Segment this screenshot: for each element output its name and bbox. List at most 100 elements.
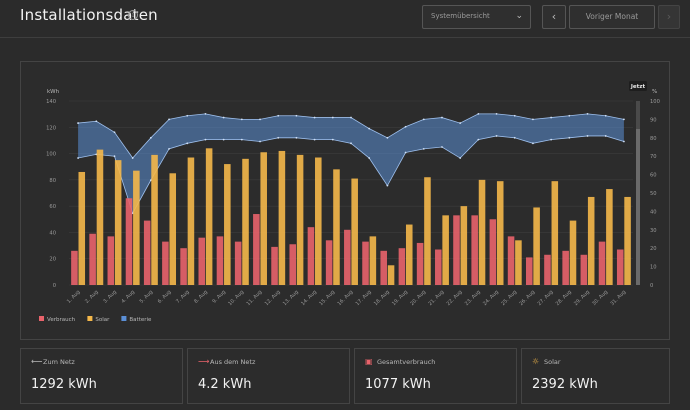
x-tick-label: 7. Aug: [175, 289, 191, 305]
battery-upper-point: [186, 114, 189, 117]
bar-verbrauch: [289, 244, 297, 285]
battery-upper-point: [113, 131, 116, 134]
battery-range-area: [78, 113, 624, 214]
card-value: 4.2 kWh: [198, 377, 252, 392]
x-tick-label: 21. Aug: [427, 289, 445, 307]
battery-lower-point: [313, 138, 316, 141]
battery-lower-point: [113, 155, 116, 158]
battery-upper-point: [623, 118, 625, 121]
bar-solar: [551, 181, 559, 285]
bar-verbrauch: [216, 236, 224, 285]
page-title: Installationsdaten: [20, 6, 158, 24]
x-tick-label: 28. Aug: [555, 289, 573, 307]
y-tick-label-left: 60: [49, 204, 56, 210]
battery-upper-point: [131, 157, 134, 159]
legend-swatch: [39, 316, 44, 321]
view-select[interactable]: Systemübersicht ⌄: [422, 5, 531, 29]
bar-verbrauch: [380, 250, 387, 285]
battery-lower-point: [422, 147, 425, 150]
card-value: 2392 kWh: [532, 377, 598, 392]
battery-lower-point: [77, 157, 79, 159]
battery-lower-point: [368, 157, 371, 159]
bar-verbrauch: [344, 229, 351, 285]
bar-verbrauch: [234, 241, 242, 285]
battery-lower-point: [204, 138, 207, 141]
battery-lower-point: [277, 136, 280, 139]
battery-lower-point: [386, 184, 389, 187]
bar-verbrauch: [89, 233, 96, 285]
x-tick-label: 18. Aug: [373, 289, 391, 307]
chevron-left-icon: ‹: [551, 10, 557, 23]
bar-verbrauch: [544, 254, 551, 285]
info-icon[interactable]: i: [128, 10, 138, 20]
bar-solar: [114, 160, 122, 285]
battery-upper-point: [586, 112, 589, 115]
battery-upper-point: [568, 114, 571, 117]
bar-solar: [387, 265, 395, 285]
card-label: Solar: [544, 358, 561, 366]
bar-verbrauch: [198, 237, 206, 285]
x-tick-label: 3. Aug: [102, 289, 118, 305]
bar-solar: [369, 236, 377, 285]
x-tick-label: 8. Aug: [193, 289, 209, 305]
y-tick-label-left: 20: [49, 257, 56, 263]
battery-upper-point: [350, 116, 352, 119]
y-tick-label-left: 40: [49, 230, 56, 236]
bar-verbrauch: [507, 236, 515, 285]
battery-upper-point: [422, 118, 425, 121]
bar-solar: [296, 154, 304, 285]
battery-upper-point: [477, 112, 480, 115]
battery-lower-point: [222, 138, 225, 141]
y-axis-label-left: kWh: [47, 89, 60, 95]
bar-solar: [260, 152, 267, 285]
legend-swatch: [121, 316, 127, 321]
battery-lower-point: [459, 157, 462, 159]
card-solar: ☼ Solar 2392 kWh: [521, 348, 670, 404]
bar-solar: [169, 173, 177, 285]
bar-verbrauch: [325, 240, 333, 285]
now-badge: [629, 81, 647, 91]
arrow-right-icon: ⟶: [198, 357, 210, 366]
battery-upper-point: [404, 125, 407, 128]
card-zum-netz: ⟵ Zum Netz 1292 kWh: [20, 348, 183, 404]
bar-verbrauch: [71, 250, 78, 285]
bar-solar: [442, 215, 449, 285]
x-tick-label: 17. Aug: [355, 289, 373, 307]
battery-upper-point: [222, 116, 225, 119]
bar-solar: [478, 179, 486, 285]
battery-lower-point: [568, 136, 571, 139]
bar-solar: [569, 220, 577, 285]
battery-upper-point: [513, 114, 516, 117]
bar-solar: [78, 171, 86, 285]
battery-upper-point: [532, 118, 534, 121]
battery-lower-point: [513, 136, 516, 139]
period-label-button[interactable]: Voriger Monat: [569, 5, 655, 29]
bar-solar: [133, 170, 140, 285]
battery-upper-point: [550, 116, 553, 119]
x-tick-label: 10. Aug: [227, 289, 245, 307]
y-tick-label-left: 100: [46, 152, 56, 158]
battery-upper-point: [331, 116, 334, 119]
x-tick-label: 16. Aug: [337, 289, 355, 307]
bar-verbrauch: [471, 215, 478, 285]
y-tick-label-right: 0: [650, 283, 653, 289]
next-period-button[interactable]: ›: [658, 5, 680, 29]
y-tick-label-left: 0: [53, 283, 56, 289]
legend-label: Batterie: [129, 317, 152, 323]
bar-verbrauch: [416, 242, 424, 285]
bar-solar: [96, 149, 104, 285]
battery-lower-point: [550, 138, 553, 141]
previous-period-button[interactable]: ‹: [542, 5, 566, 29]
x-tick-label: 9. Aug: [211, 289, 227, 305]
x-tick-label: 6. Aug: [157, 289, 173, 305]
energy-chart: 0 20 40 60 80 100 120 140 0 10 20 30 40 50 60 70 80 90 100…: [39, 81, 660, 323]
battery-upper-point: [168, 118, 170, 121]
bar-verbrauch: [453, 215, 460, 285]
bar-solar: [187, 157, 195, 285]
consumption-icon: ▣: [365, 357, 373, 366]
battery-upper-point: [277, 114, 280, 117]
card-value: 1077 kWh: [365, 377, 431, 392]
bar-verbrauch: [180, 248, 187, 285]
bar-solar: [533, 207, 540, 285]
legend-label: Verbrauch: [47, 317, 76, 323]
